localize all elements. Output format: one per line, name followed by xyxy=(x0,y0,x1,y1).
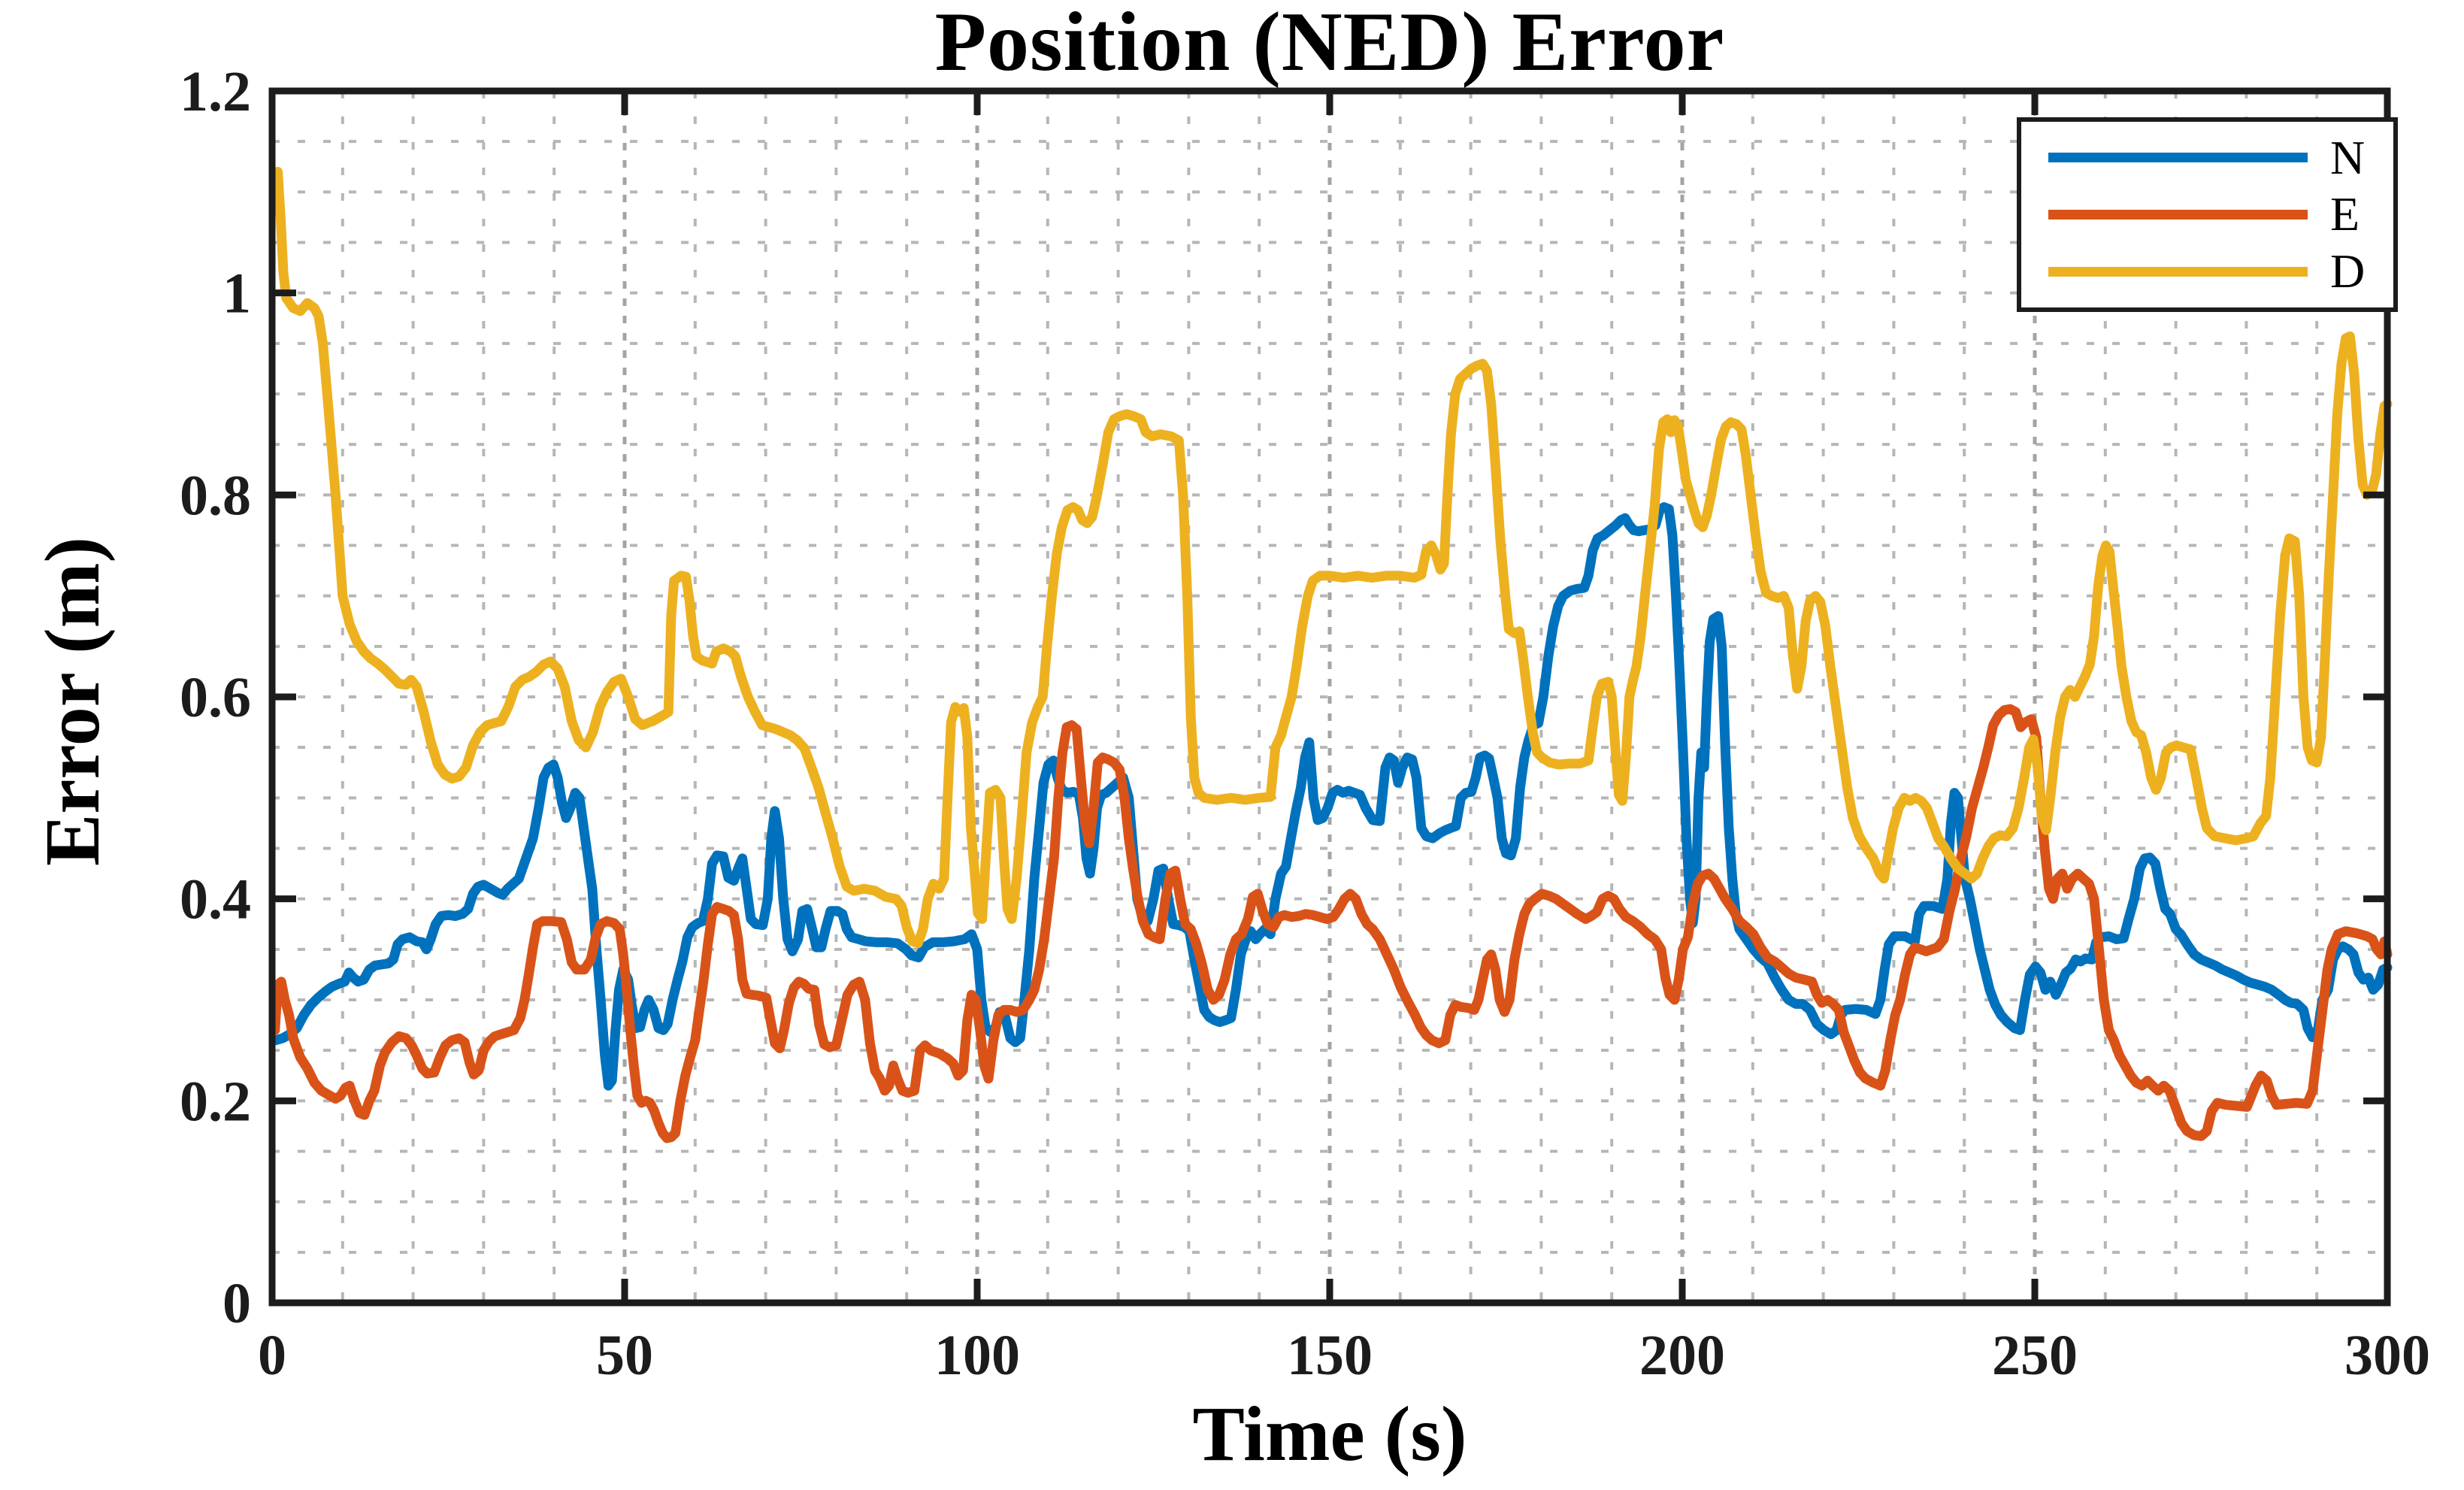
legend-line-sample-d-icon xyxy=(2048,266,2308,277)
series-line-D xyxy=(273,167,2393,949)
chart-title: Position (NED) Error xyxy=(934,0,1725,89)
y-tick-labels: 0 0.2 0.4 0.6 0.8 1 1.2 xyxy=(180,60,251,1335)
svg-text:100: 100 xyxy=(934,1324,1020,1387)
legend-label-e: E xyxy=(2330,187,2360,241)
svg-text:0.2: 0.2 xyxy=(180,1070,251,1133)
x-tick-labels: 0 50 100 150 200 250 300 xyxy=(258,1324,2430,1387)
svg-text:0.8: 0.8 xyxy=(180,464,251,527)
legend-line-sample-e-icon xyxy=(2048,209,2308,220)
svg-text:0: 0 xyxy=(258,1324,286,1387)
svg-text:1: 1 xyxy=(222,262,251,326)
series-line-E xyxy=(270,704,2393,1143)
tick-marks xyxy=(268,87,2391,1307)
legend: N E D xyxy=(2017,117,2398,312)
svg-text:1.2: 1.2 xyxy=(180,60,251,123)
y-axis-label: Error (m) xyxy=(29,537,116,866)
legend-line-sample-n-icon xyxy=(2048,153,2308,163)
svg-text:200: 200 xyxy=(1639,1324,1725,1387)
svg-text:300: 300 xyxy=(2344,1324,2430,1387)
legend-entry-e: E xyxy=(2021,190,2393,238)
svg-text:150: 150 xyxy=(1287,1324,1373,1387)
legend-entry-d: D xyxy=(2021,247,2393,295)
x-axis-label: Time (s) xyxy=(1192,1391,1467,1477)
legend-entry-n: N xyxy=(2021,130,2393,184)
svg-text:0.4: 0.4 xyxy=(180,868,251,931)
legend-label-n: N xyxy=(2330,130,2366,184)
svg-text:250: 250 xyxy=(1992,1324,2078,1387)
svg-text:0: 0 xyxy=(222,1272,251,1335)
svg-text:50: 50 xyxy=(596,1324,653,1387)
legend-label-d: D xyxy=(2330,244,2366,298)
svg-text:0.6: 0.6 xyxy=(180,666,251,729)
